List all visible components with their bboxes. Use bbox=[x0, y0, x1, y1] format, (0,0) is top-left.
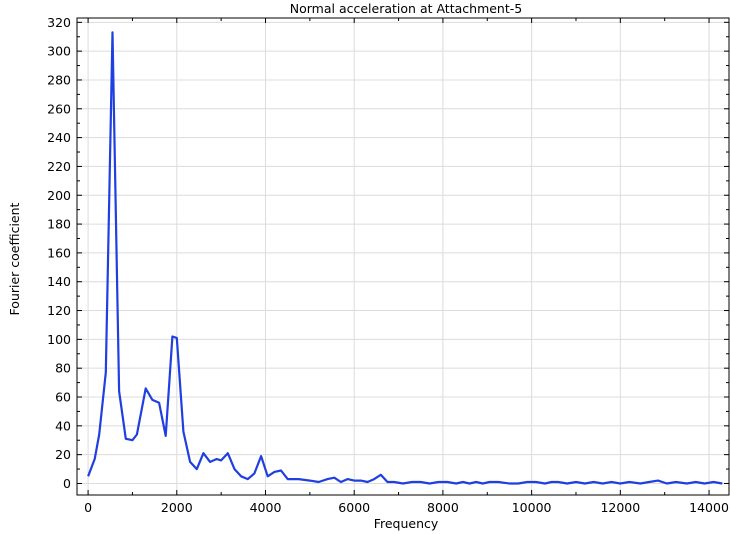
y-tick-label: 0 bbox=[63, 476, 71, 491]
grid-lines bbox=[77, 18, 729, 495]
y-tick-label: 180 bbox=[47, 217, 71, 232]
y-tick-label: 220 bbox=[47, 159, 71, 174]
y-axis-title: Fourier coefficient bbox=[7, 202, 22, 315]
y-tick-label: 320 bbox=[47, 15, 71, 30]
x-tick-label: 8000 bbox=[427, 500, 459, 515]
chart-title: Normal acceleration at Attachment-5 bbox=[290, 1, 522, 16]
x-tick-label: 0 bbox=[84, 500, 92, 515]
y-tick-label: 200 bbox=[47, 188, 71, 203]
y-tick-label: 260 bbox=[47, 101, 71, 116]
series-line bbox=[87, 31, 723, 485]
y-tick-label: 40 bbox=[55, 418, 71, 433]
axis-ticks bbox=[77, 18, 729, 495]
plot-area-frame bbox=[76, 17, 730, 496]
y-tick-label: 300 bbox=[47, 44, 71, 59]
x-tick-label: 4000 bbox=[250, 500, 282, 515]
y-tick-label: 280 bbox=[47, 72, 71, 87]
y-tick-label: 100 bbox=[47, 332, 71, 347]
y-tick-label: 60 bbox=[55, 390, 71, 405]
y-tick-label: 140 bbox=[47, 274, 71, 289]
x-axis-title: Frequency bbox=[374, 516, 439, 531]
tick-labels: 0 2000 4000 6000 8000 10000 12000 14000 0 20 40 60 8… bbox=[47, 15, 729, 515]
y-tick-label: 240 bbox=[47, 130, 71, 145]
x-tick-label: 10000 bbox=[512, 500, 552, 515]
y-tick-label: 120 bbox=[47, 303, 71, 318]
x-tick-label: 6000 bbox=[338, 500, 370, 515]
y-tick-label: 80 bbox=[55, 361, 71, 376]
y-tick-label: 20 bbox=[55, 447, 71, 462]
y-tick-label: 160 bbox=[47, 245, 71, 260]
x-tick-label: 12000 bbox=[600, 500, 640, 515]
x-tick-label: 14000 bbox=[689, 500, 729, 515]
x-tick-label: 2000 bbox=[161, 500, 193, 515]
